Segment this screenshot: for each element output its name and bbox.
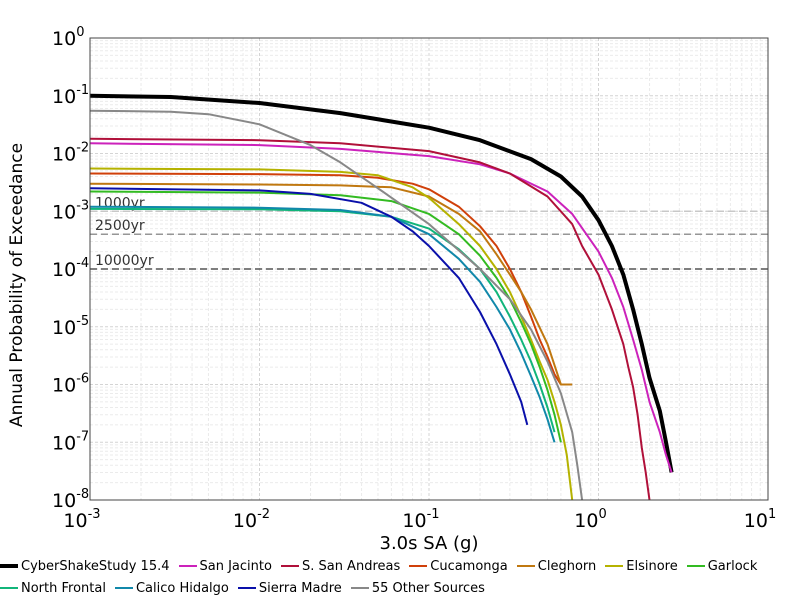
legend-label: Elsinore <box>626 558 678 574</box>
legend-item: CyberShakeStudy 15.4 <box>0 559 170 574</box>
tick-label: 10-1 <box>402 507 439 532</box>
x-axis-label: 3.0s SA (g) <box>380 533 479 554</box>
tick-label: 100 <box>52 25 84 50</box>
tick-label: 100 <box>574 507 606 532</box>
series-line <box>89 109 584 501</box>
legend-label: S. San Andreas <box>301 558 401 574</box>
legend-label: San Jacinto <box>199 558 272 574</box>
legend-label: Cucamonga <box>430 558 508 574</box>
legend: CyberShakeStudy 15.4 San Jacinto S. San An… <box>0 555 800 599</box>
series-line <box>89 93 674 473</box>
legend-item: Elsinore <box>605 558 678 574</box>
tick-label: 10-3 <box>52 198 89 223</box>
legend-row: North Frontal Calico Hidalgo Sierra Madre 5… <box>0 577 800 599</box>
legend-label: 55 Other Sources <box>371 580 485 596</box>
legend-swatch <box>0 587 18 589</box>
tick-label: 10-1 <box>52 83 89 108</box>
legend-label: Garlock <box>707 558 758 574</box>
series-line <box>89 187 529 426</box>
y-axis-label: Annual Probability of Exceedance <box>7 143 27 427</box>
legend-item: Calico Hidalgo <box>114 580 229 596</box>
legend-label: North Frontal <box>21 580 106 596</box>
tick-label: 10-6 <box>52 372 89 397</box>
legend-swatch <box>114 587 133 589</box>
series-line <box>89 182 573 386</box>
legend-item: North Frontal <box>0 581 106 596</box>
legend-swatch <box>516 565 535 567</box>
legend-swatch <box>237 587 256 589</box>
series-line <box>89 207 556 433</box>
legend-item: 55 Other Sources <box>350 580 485 596</box>
legend-swatch <box>280 565 299 567</box>
legend-label: Cleghorn <box>537 558 597 574</box>
legend-swatch <box>0 564 18 568</box>
tick-label: 10-8 <box>52 487 89 512</box>
series-line <box>89 167 574 501</box>
legend-item: Cleghorn <box>516 558 597 574</box>
reference-line-label: 10000yr <box>95 253 154 269</box>
legend-item: S. San Andreas <box>280 558 401 574</box>
tick-label: 101 <box>744 507 776 532</box>
legend-item: Garlock <box>686 558 758 574</box>
series-line <box>89 142 673 473</box>
series-line <box>89 205 556 443</box>
tick-labels: 10-3 10-2 10-1 100 101 100 10-1 10-2 10-3 10-4 10-… <box>52 25 776 532</box>
tick-label: 10-2 <box>233 507 270 532</box>
legend-label: Calico Hidalgo <box>135 580 229 596</box>
plot-frame <box>89 37 769 501</box>
legend-swatch <box>605 565 624 567</box>
legend-row: CyberShakeStudy 15.4 San Jacinto S. San An… <box>0 555 800 577</box>
legend-label: Sierra Madre <box>258 580 342 596</box>
legend-swatch <box>350 587 369 589</box>
legend-item: San Jacinto <box>178 558 272 574</box>
tick-label: 10-2 <box>52 141 89 166</box>
legend-swatch <box>409 565 428 567</box>
series-line <box>89 190 562 443</box>
tick-label: 10-4 <box>52 256 89 281</box>
legend-swatch <box>686 565 705 567</box>
series-lines <box>89 93 674 501</box>
series-line <box>89 137 651 501</box>
legend-label: CyberShakeStudy 15.4 <box>21 558 170 574</box>
reference-line-label: 2500yr <box>95 218 145 234</box>
tick-label: 10-3 <box>63 507 100 532</box>
tick-label: 10-7 <box>52 429 89 454</box>
tick-label: 10-5 <box>52 314 89 339</box>
legend-item: Sierra Madre <box>237 580 342 596</box>
legend-item: Cucamonga <box>409 559 508 574</box>
legend-swatch <box>178 565 197 567</box>
